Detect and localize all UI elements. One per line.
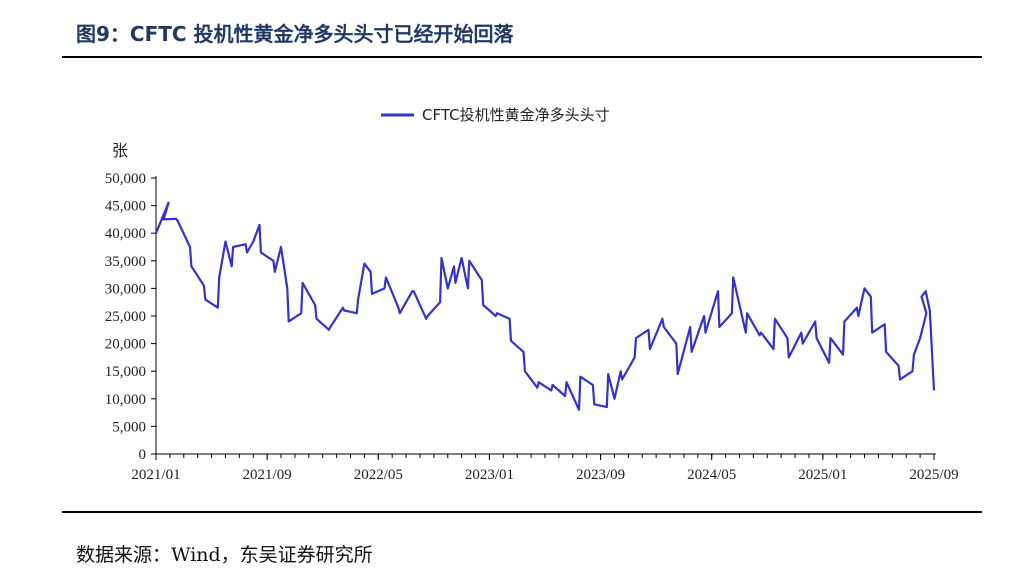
y-tick-label: 25,000 xyxy=(105,309,146,325)
series-line xyxy=(154,201,936,411)
chart-legend: CFTC投机性黄金净多头头寸 xyxy=(381,106,610,124)
y-tick-label: 15,000 xyxy=(105,364,146,380)
x-tick-label: 2023/09 xyxy=(576,467,625,483)
y-tick-label: 45,000 xyxy=(105,199,146,215)
bottom-rule xyxy=(62,511,982,513)
x-tick-label: 2025/01 xyxy=(798,467,847,483)
legend-label: CFTC投机性黄金净多头头寸 xyxy=(422,106,610,124)
x-tick-label: 2021/01 xyxy=(131,467,180,483)
y-tick-label: 5,000 xyxy=(112,419,146,435)
y-tick-label: 0 xyxy=(139,447,147,463)
y-tick-label: 30,000 xyxy=(105,281,146,297)
top-rule xyxy=(62,56,982,58)
x-tick-label: 2021/09 xyxy=(243,467,292,483)
y-tick-label: 40,000 xyxy=(105,226,146,242)
y-tick-label: 35,000 xyxy=(105,254,146,270)
y-tick-label: 10,000 xyxy=(105,392,146,408)
y-tick-label: 50,000 xyxy=(105,171,146,187)
source-note: 数据来源：Wind，东吴证券研究所 xyxy=(76,544,373,566)
y-axis: 0 5,000 10,000 15,000 20,000 25,000 30,000 35,0… xyxy=(105,171,157,463)
x-tick-label: 2022/05 xyxy=(354,467,403,483)
x-tick-label: 2024/05 xyxy=(687,467,736,483)
plot-area xyxy=(154,201,936,411)
line-chart: CFTC投机性黄金净多头头寸 张 0 5,000 10,000 15,000 20,00… xyxy=(105,106,959,483)
x-axis: 2021/01 2021/09 2022/05 2023/01 2023/09 2024/… xyxy=(131,453,959,483)
y-axis-unit-label: 张 xyxy=(112,141,128,160)
y-tick-label: 20,000 xyxy=(105,337,146,353)
x-tick-label: 2023/01 xyxy=(465,467,514,483)
x-tick-label: 2025/09 xyxy=(909,467,958,483)
figure-title: 图9：CFTC 投机性黄金净多头头寸已经开始回落 xyxy=(76,22,514,46)
